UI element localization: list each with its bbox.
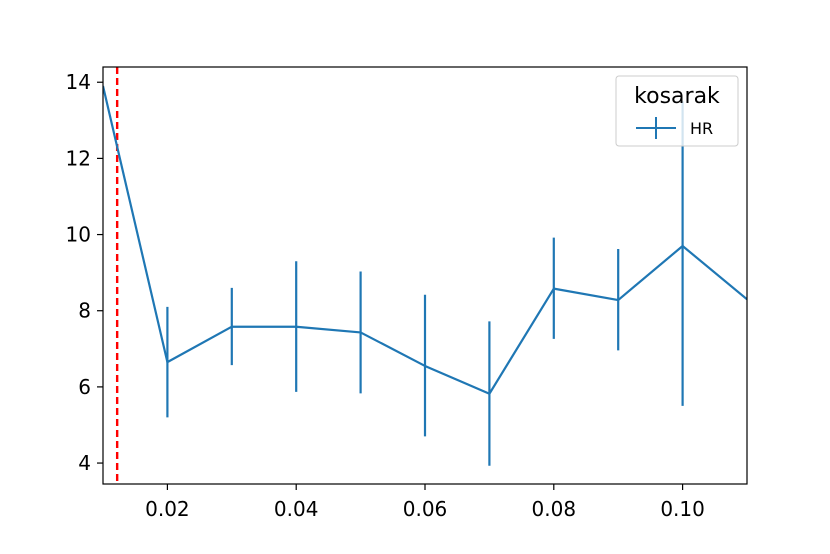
series-line-hr [103,85,747,395]
y-tick-label: 14 [66,70,91,94]
legend-label-hr: HR [690,119,713,138]
x-tick-label: 0.04 [274,497,319,521]
y-tick-label: 8 [78,299,91,323]
x-tick-label: 0.06 [403,497,448,521]
legend: kosarak HR [615,75,739,147]
x-tick-label: 0.08 [532,497,577,521]
legend-title: kosarak [634,84,720,109]
y-tick-label: 10 [66,223,91,247]
x-tick-label: 0.02 [145,497,190,521]
y-tick-label: 12 [66,146,91,170]
y-tick-label: 6 [78,375,91,399]
x-tick-label: 0.10 [660,497,705,521]
y-tick-label: 4 [78,451,91,475]
